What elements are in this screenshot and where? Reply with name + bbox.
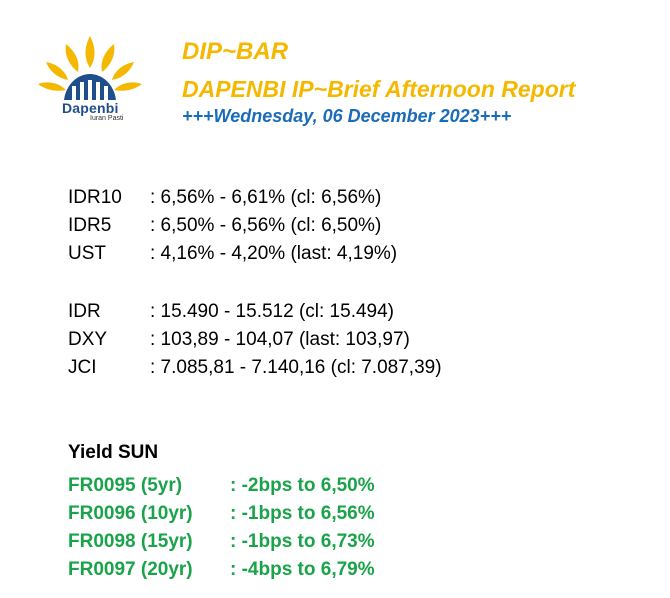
rate-row: UST : 4,16% - 4,20% (last: 4,19%) [68,240,397,268]
bond-value: : -4bps to 6,79% [230,559,375,580]
rate-row: IDR5 : 6,50% - 6,56% (cl: 6,50%) [68,212,397,240]
rate-label: IDR10 [68,187,122,208]
rates-block-1: IDR10 : 6,56% - 6,61% (cl: 6,56%) IDR5 : 6… [68,184,397,268]
sun-rays-icon [38,36,142,91]
report-subtitle: DAPENBI IP~Brief Afternoon Report [182,76,576,102]
rate-value: : 103,89 - 104,07 (last: 103,97) [150,329,410,350]
rate-row: IDR10 : 6,56% - 6,61% (cl: 6,56%) [68,184,397,212]
dapenbi-logo [38,36,142,100]
logo-name: Dapenbi [62,100,119,116]
bond-value: : -1bps to 6,73% [230,531,375,552]
yield-row: FR0098 (15yr) : -1bps to 6,73% [68,528,375,556]
bond-label: FR0095 (5yr) [68,475,183,496]
yield-row: FR0097 (20yr) : -4bps to 6,79% [68,556,375,584]
logo-tagline: Iuran Pasti [90,115,124,122]
yield-row: FR0095 (5yr) : -2bps to 6,50% [68,472,375,500]
rate-row: DXY : 103,89 - 104,07 (last: 103,97) [68,326,442,354]
bond-value: : -2bps to 6,50% [230,475,375,496]
rate-label: IDR5 [68,215,112,236]
report-title: DIP~BAR [182,38,289,65]
rate-value: : 7.085,81 - 7.140,16 (cl: 7.087,39) [150,357,442,378]
yield-sun-list: FR0095 (5yr) : -2bps to 6,50% FR0096 (10y… [68,472,375,584]
rate-row: JCI : 7.085,81 - 7.140,16 (cl: 7.087,39) [68,354,442,382]
rate-label: DXY [68,329,108,350]
yield-row: FR0096 (10yr) : -1bps to 6,56% [68,500,375,528]
bond-label: FR0096 (10yr) [68,503,193,524]
bond-label: FR0097 (20yr) [68,559,193,580]
yield-sun-title: Yield SUN [68,442,159,463]
rate-value: : 6,56% - 6,61% (cl: 6,56%) [150,187,382,208]
bond-label: FR0098 (15yr) [68,531,193,552]
rate-value: : 4,16% - 4,20% (last: 4,19%) [150,243,398,264]
rates-block-2: IDR : 15.490 - 15.512 (cl: 15.494) DXY : 1… [68,298,442,382]
rate-label: UST [68,243,106,264]
rate-label: JCI [68,357,97,378]
rate-row: IDR : 15.490 - 15.512 (cl: 15.494) [68,298,442,326]
building-icon [64,74,116,100]
rate-value: : 6,50% - 6,56% (cl: 6,50%) [150,215,382,236]
rate-value: : 15.490 - 15.512 (cl: 15.494) [150,301,394,322]
bond-value: : -1bps to 6,56% [230,503,375,524]
rate-label: IDR [68,301,101,322]
report-date: +++Wednesday, 06 December 2023+++ [182,106,512,126]
